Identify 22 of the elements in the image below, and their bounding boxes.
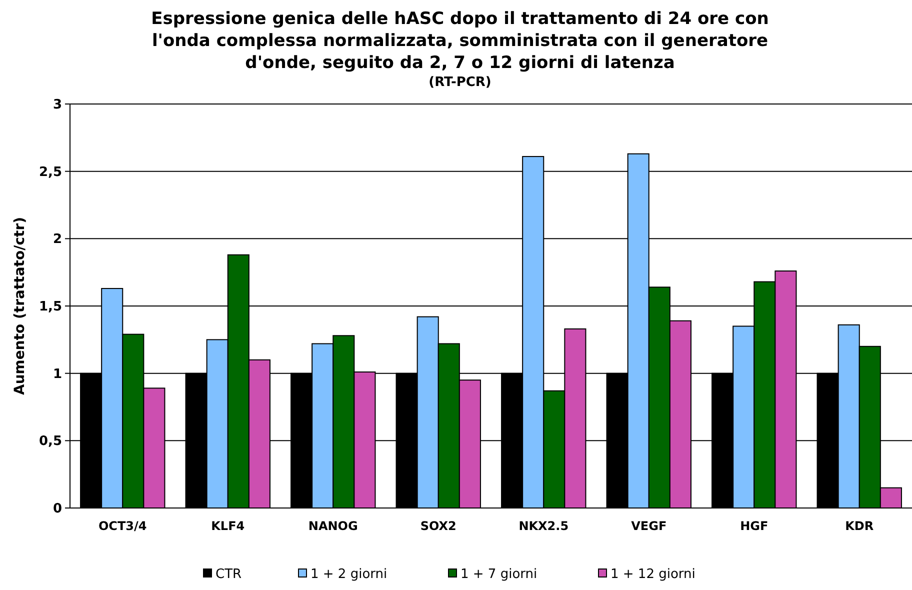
y-tick-label: 0: [52, 502, 62, 517]
y-tick-label: 3: [52, 98, 62, 113]
x-tick-label: SOX2: [420, 519, 456, 533]
x-tick-label: NANOG: [308, 519, 358, 533]
chart-title: Espressione genica delle hASC dopo il trattamento di 24 ore con l'onda complessa normalizzata, somministrata con il generatore d'onde, seguito da 2, 7 o 12 giorni di latenza: [151, 9, 769, 73]
legend-label: 1 + 12 giorni: [610, 567, 696, 582]
x-tick-label: KDR: [845, 519, 874, 533]
y-tick-label: 2: [52, 232, 62, 248]
chart-subtitle: (RT-PCR): [428, 75, 492, 90]
legend-label: 1 + 2 giorni: [310, 567, 388, 582]
y-tick-label: 2,5: [38, 164, 62, 180]
x-tick-label: OCT3/4: [98, 519, 147, 533]
x-tick-label: VEGF: [631, 519, 667, 533]
y-tick-label: 0,5: [38, 434, 62, 450]
x-tick-label: HGF: [740, 519, 768, 533]
legend-label: CTR: [216, 567, 242, 582]
legend-label: 1 + 7 giorni: [460, 567, 538, 582]
y-tick-label: 1: [52, 366, 62, 382]
y-tick-label: 1,5: [38, 300, 62, 315]
x-tick-label: KLF4: [211, 519, 245, 533]
x-tick-label: NKX2.5: [518, 519, 569, 533]
y-axis-title: Aumento (trattato/ctr): [12, 216, 28, 396]
